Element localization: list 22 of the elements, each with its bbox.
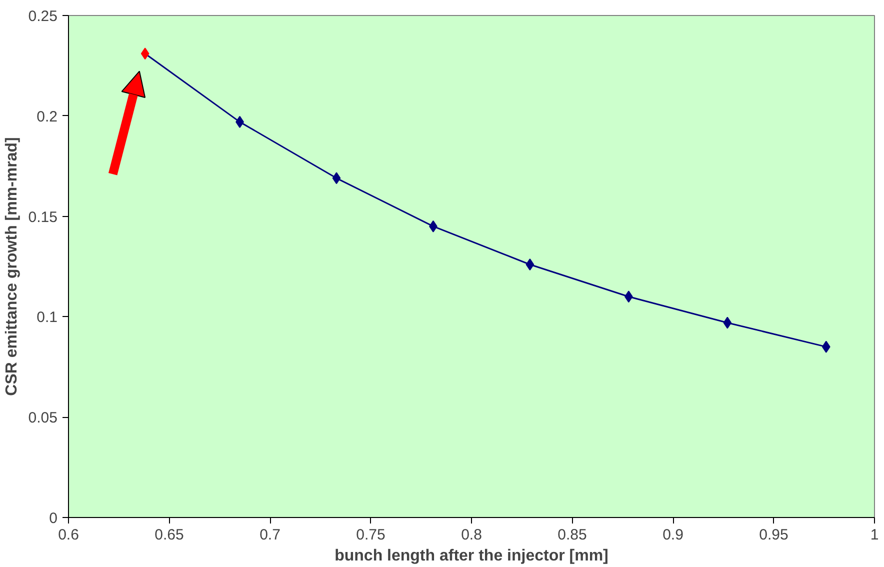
y-tick-label: 0.1 bbox=[36, 309, 58, 326]
y-tick-label: 0.2 bbox=[36, 108, 58, 126]
x-tick-label: 0.65 bbox=[154, 526, 184, 544]
x-tick-label: 0.85 bbox=[558, 526, 587, 544]
point bbox=[723, 316, 732, 329]
point bbox=[822, 340, 830, 353]
x-tick-label: 1 bbox=[870, 526, 879, 544]
x-tick-label: 0.8 bbox=[461, 526, 482, 544]
x-tick-label: 0.6 bbox=[58, 526, 79, 544]
y-tick-label: 0 bbox=[49, 510, 58, 527]
y-tick-label: 0.05 bbox=[28, 410, 58, 427]
point bbox=[140, 48, 150, 60]
y-tick-label: 0.25 bbox=[28, 8, 58, 25]
x-axis-title: bunch length after the injector [mm] bbox=[334, 548, 608, 564]
x-tick-label: 0.7 bbox=[260, 526, 280, 544]
x-tick-label: 0.95 bbox=[759, 526, 788, 544]
point bbox=[526, 258, 534, 270]
y-axis-title: CSR emittance growth [mm-mrad] bbox=[3, 137, 20, 396]
point bbox=[332, 172, 341, 184]
x-tick-label: 0.75 bbox=[356, 526, 386, 544]
x-tick-label: 0.9 bbox=[662, 526, 684, 544]
y-tick-label: 0.15 bbox=[28, 208, 58, 226]
